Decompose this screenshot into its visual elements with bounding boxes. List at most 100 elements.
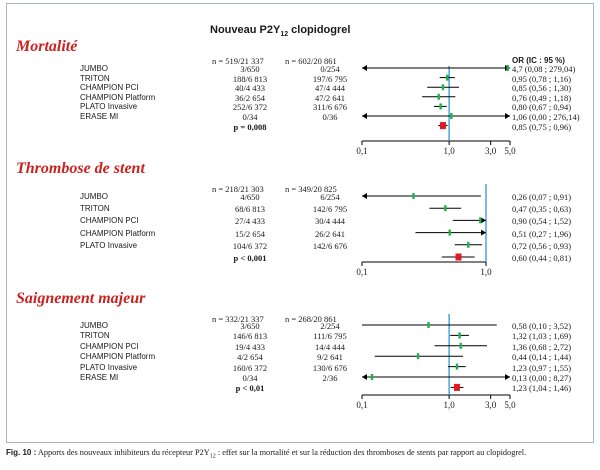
figure-frame <box>6 3 594 443</box>
clopidogrel-events: 9/2 641 <box>317 352 343 363</box>
trial-name: CHAMPION Platform <box>80 228 156 238</box>
trial-name: CHAMPION PCI <box>80 341 139 351</box>
trial-name: JUMBO <box>80 64 108 73</box>
clopidogrel-events: 47/2 641 <box>315 92 345 103</box>
or-text: 0,58 (0,10 ; 3,52) <box>512 321 572 331</box>
x-tick-label: 0,1 <box>356 400 367 410</box>
n-clopidogrel-header: n = 602/20 861 <box>285 56 337 66</box>
clopidogrel-events: 6/254 <box>320 192 340 202</box>
point-estimate <box>416 353 420 360</box>
forest-plot: 0,1 1,0 3,0 5,0 <box>356 314 516 410</box>
or-text: 0,51 (0,27 ; 1,96) <box>512 228 572 239</box>
forest-plot: 0,1 1,0 3,0 5,0 <box>356 65 516 156</box>
trial-name: CHAMPION Platform <box>80 352 156 362</box>
new-drug-events: 104/6 372 <box>232 240 268 251</box>
or-text: 4,7 (0,08 ; 279,04) <box>512 64 576 74</box>
clopidogrel-events: 30/4 444 <box>315 216 345 227</box>
clopidogrel-events: 2/36 <box>322 373 338 383</box>
n-new-header: n = 519/21 337 <box>212 56 264 66</box>
new-drug-events: 27/4 433 <box>235 216 265 227</box>
point-estimate <box>450 113 453 119</box>
clopidogrel-events: 311/6 676 <box>313 102 347 113</box>
trial-name: CHAMPION PCI <box>80 216 139 226</box>
clopidogrel-events: 26/2 641 <box>315 228 345 239</box>
new-drug-events: 188/6 813 <box>232 73 268 84</box>
panel-title: Saignement majeur <box>16 290 146 307</box>
trial-name: CHAMPION Platform <box>80 92 156 102</box>
or-text: 0,95 (0,78 ; 1,16) <box>512 73 572 84</box>
clopidogrel-events: 111/6 795 <box>313 331 347 342</box>
x-tick-label: 1,0 <box>443 400 455 410</box>
n-new-header: n = 218/21 303 <box>212 184 264 194</box>
panel-title: Mortalité <box>16 38 78 55</box>
trial-name: JUMBO <box>80 192 108 201</box>
new-drug-events: 252/6 372 <box>232 102 268 113</box>
trial-name: CHAMPION PCI <box>80 83 139 93</box>
new-drug-events: 4/2 654 <box>237 352 263 363</box>
clopidogrel-events: 130/6 676 <box>312 362 348 373</box>
x-tick-label: 3,0 <box>485 400 497 410</box>
x-tick-label: 3,0 <box>485 146 497 156</box>
point-estimate <box>437 93 440 100</box>
trial-name: PLATO Invasive <box>80 240 138 250</box>
clopidogrel-events: 14/4 444 <box>315 341 345 352</box>
x-tick-label: 0,1 <box>356 146 367 156</box>
pooled-or-text: 0,60 (0,44 ; 0,81) <box>512 253 572 263</box>
trial-name: PLATO Invasive <box>80 362 138 372</box>
or-text: 0,90 (0,54 ; 1,52) <box>512 216 572 227</box>
or-text: 0,76 (0,49 ; 1,18) <box>512 92 572 103</box>
or-text: 0,47 (0,35 ; 0,63) <box>512 204 572 215</box>
n-clopidogrel-header: n = 349/20 825 <box>285 184 337 194</box>
or-ci-header: OR (IC : 95 %) <box>512 56 565 65</box>
x-tick-label: 5,0 <box>504 400 516 410</box>
or-text: 1,36 (0,68 ; 2,72) <box>512 341 572 352</box>
or-text: 0,44 (0,14 ; 1,44) <box>512 352 572 363</box>
x-tick-label: 1,0 <box>480 267 492 277</box>
caption-label: Fig. 10 : <box>6 448 37 457</box>
n-clopidogrel-header: n = 268/20 861 <box>285 314 337 324</box>
or-text: 0,26 (0,07 ; 0,91) <box>512 192 572 202</box>
point-estimate <box>412 193 415 199</box>
ci-arrow-left <box>362 65 367 71</box>
panel-title: Thrombose de stent <box>16 160 145 177</box>
point-estimate <box>444 205 447 212</box>
x-tick-label: 1,0 <box>443 146 455 156</box>
trial-name: ERASE MI <box>80 112 119 121</box>
trial-name: PLATO Invasive <box>80 102 138 112</box>
point-estimate <box>455 363 459 370</box>
point-estimate <box>467 241 470 248</box>
pooled-or-text: 1,23 (1,04 ; 1,46) <box>512 383 572 394</box>
header-title-sub: 12 <box>280 31 289 39</box>
clopidogrel-events: 2/254 <box>320 321 340 331</box>
point-estimate <box>479 217 482 224</box>
pooled-p-value: p < 0,01 <box>235 383 265 394</box>
ci-arrow-left <box>362 193 367 199</box>
trial-name: TRITON <box>80 331 110 341</box>
point-estimate <box>448 229 451 236</box>
new-drug-events: 3/650 <box>240 64 260 74</box>
ci-arrow-right <box>481 229 486 236</box>
clopidogrel-events: 47/4 444 <box>315 83 345 94</box>
or-text: 1,06 (0,00 ; 276,14) <box>512 112 580 122</box>
point-estimate <box>439 103 442 110</box>
ci-arrow-right <box>505 113 510 119</box>
header-title-suffix: clopidogrel <box>288 24 351 36</box>
x-tick-label: 5,0 <box>504 146 516 156</box>
point-estimate <box>506 65 509 71</box>
or-text: 0,72 (0,56 ; 0,93) <box>512 240 572 251</box>
clopidogrel-events: 0/254 <box>320 64 340 74</box>
pooled-p-value: p < 0,001 <box>233 253 267 263</box>
clopidogrel-events: 197/6 795 <box>312 73 348 84</box>
pooled-estimate <box>439 122 446 130</box>
x-tick-label: 0,1 <box>356 267 367 277</box>
forest-plot: 0,1 1,0 <box>356 184 492 277</box>
pooled-p-value: p = 0,008 <box>233 121 267 132</box>
trial-name: TRITON <box>80 204 110 214</box>
trial-name: TRITON <box>80 73 110 83</box>
point-estimate <box>458 332 461 339</box>
new-drug-events: 160/6 372 <box>232 362 268 373</box>
new-drug-events: 40/4 433 <box>235 83 265 94</box>
new-drug-events: 68/6 813 <box>235 204 265 215</box>
new-drug-events: 4/650 <box>240 192 260 202</box>
or-text: 0,85 (0,56 ; 1,30) <box>512 83 572 94</box>
